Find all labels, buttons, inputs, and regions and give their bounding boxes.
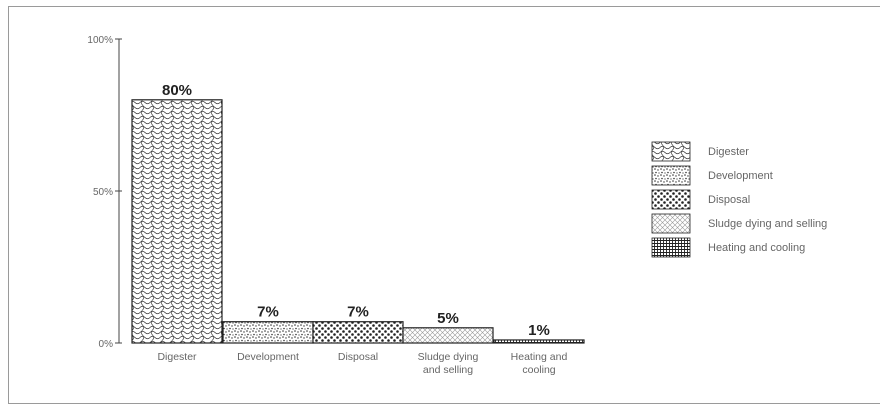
bar	[222, 321, 314, 344]
data-label: 7%	[347, 304, 369, 321]
x-category-label: Development	[237, 351, 299, 363]
legend: Digester Development Disposal Sludge dying …	[651, 141, 827, 258]
chart-frame	[8, 6, 880, 404]
data-label: 7%	[257, 304, 279, 321]
legend-label: Digester	[708, 146, 749, 158]
legend-label: Heating and cooling	[708, 242, 805, 254]
y-axis: 0% 50% 100%	[87, 35, 122, 350]
x-category-label: Sludge dying and selling	[418, 351, 479, 376]
bar	[131, 99, 223, 344]
bar	[402, 327, 494, 344]
x-category-label: Disposal	[338, 351, 378, 363]
category-labels: Digester Development Disposal Sludge dying a…	[157, 351, 567, 376]
legend-label: Disposal	[708, 194, 750, 206]
x-category-label: Heating and cooling	[511, 351, 568, 376]
y-tick-label: 50%	[93, 187, 113, 198]
legend-label: Development	[708, 170, 773, 182]
y-tick-label: 0%	[99, 339, 114, 350]
data-label: 5%	[437, 310, 459, 327]
legend-label: Sludge dying and selling	[708, 218, 827, 230]
bar	[312, 321, 404, 344]
bar	[493, 339, 585, 344]
legend-swatch	[651, 237, 691, 258]
data-label: 1%	[528, 322, 550, 339]
legend-swatch	[651, 165, 691, 186]
bars: 80% 7% 7% 5% 1%	[131, 82, 585, 344]
data-label: 80%	[162, 82, 192, 99]
legend-swatch	[651, 141, 691, 162]
legend-swatch	[651, 213, 691, 234]
legend-swatch	[651, 189, 691, 210]
x-category-label: Digester	[157, 351, 197, 363]
y-tick-label: 100%	[87, 35, 113, 46]
